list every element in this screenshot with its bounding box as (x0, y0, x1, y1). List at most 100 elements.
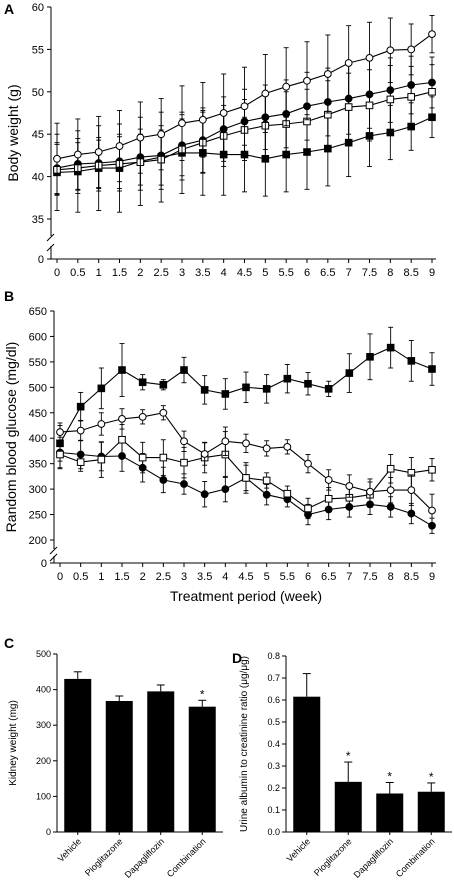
data-point (283, 374, 292, 383)
x-tick-label: 7 (346, 571, 352, 583)
y-tick-label: 0 (38, 254, 44, 266)
bar (376, 793, 404, 832)
x-tick-label: 3.5 (195, 267, 210, 279)
data-point (323, 70, 332, 78)
panel-d-letter: D (232, 650, 242, 666)
x-tick-label: 3.5 (197, 571, 212, 583)
data-point (219, 109, 228, 117)
x-tick-label: 7 (346, 267, 352, 279)
panel-c-kidney-weight-chart: 0 100 200 300 400 500 Kidney weight (mg) Vehicl… (8, 649, 223, 880)
panel-b-blood-glucose-chart: 0 200 250 300 350 400 450 500 550 600 650 0 0.5 1 1.5 2… (3, 306, 436, 604)
data-point (198, 115, 207, 124)
y-tick-label: 350 (29, 459, 47, 471)
data-point (303, 76, 311, 85)
data-point (428, 465, 436, 474)
data-point (53, 154, 61, 163)
category-label: Vehicle (285, 836, 313, 864)
y-axis-label: Urine albumin to creatinine ratio (μg/μg… (239, 656, 250, 832)
y-tick-label: 0.8 (267, 651, 280, 661)
y-tick-label: 300 (29, 484, 47, 496)
x-tick-label: 5.5 (280, 571, 295, 583)
data-point (365, 101, 374, 110)
data-point (428, 88, 436, 96)
axis-break-mark (46, 243, 55, 252)
x-tick-label: 8.5 (404, 571, 419, 583)
data-point (76, 426, 85, 435)
y-tick-label: 60 (32, 2, 44, 14)
x-tick-label: 6 (305, 571, 311, 583)
x-tick-label: 9 (429, 571, 435, 583)
data-point (366, 353, 374, 361)
bar (293, 696, 321, 832)
x-tick-label: 4.5 (237, 267, 252, 279)
data-point (262, 490, 271, 499)
data-point (180, 458, 188, 467)
significance-mark: * (429, 770, 434, 784)
x-tick-label: 5.5 (279, 267, 294, 279)
data-point (262, 385, 271, 393)
data-point (386, 343, 395, 352)
x-tick-label: 6.5 (321, 571, 336, 583)
data-point (345, 369, 354, 377)
category-label: Dapagliflozin (123, 836, 167, 880)
data-point (304, 379, 312, 388)
data-point (386, 503, 395, 511)
data-point (407, 45, 416, 54)
x-tick-label: 4.5 (238, 571, 253, 583)
y-tick-label: 0 (46, 827, 51, 837)
y-tick-label: 0.1 (267, 805, 280, 815)
category-label: Combination (165, 836, 208, 879)
data-point (262, 444, 271, 453)
data-point (386, 46, 395, 55)
y-tick-label: 55 (32, 44, 44, 56)
y-tick-label: 0.4 (267, 739, 280, 749)
y-tick-label: 0.5 (267, 717, 280, 727)
y-axis-label: Kidney weight (mg) (8, 700, 19, 786)
data-point (94, 148, 103, 156)
data-point (56, 450, 64, 459)
y-tick-label: 600 (29, 331, 47, 343)
category-label: Vehicle (56, 836, 84, 864)
y-tick-label: 35 (32, 214, 44, 226)
bar (417, 791, 445, 832)
y-tick-label: 0.7 (267, 673, 280, 683)
panel-d-albumin-ratio-chart: 0.0 0.1 0.2 0.3 0.4 0.5 0.6 0.7 0.8 Urine albumin… (239, 651, 452, 880)
x-tick-label: 2 (137, 267, 143, 279)
x-tick-label: 1 (98, 571, 104, 583)
y-tick-label: 250 (29, 510, 47, 522)
data-point (180, 366, 188, 374)
data-point (242, 474, 250, 482)
data-point (407, 93, 415, 101)
y-tick-label: 200 (29, 535, 47, 547)
data-point (138, 412, 147, 421)
y-tick-label: 300 (36, 720, 51, 730)
significance-mark: * (346, 749, 351, 763)
bar (64, 678, 92, 832)
x-tick-label: 0 (54, 267, 60, 279)
series-4 (56, 405, 436, 528)
data-point (115, 142, 124, 150)
y-tick-label: 0.2 (267, 783, 280, 793)
data-point (344, 59, 353, 67)
data-point (178, 119, 186, 128)
x-tick-label: 6 (304, 267, 310, 279)
y-tick-label: 40 (32, 172, 44, 184)
data-point (97, 384, 106, 393)
x-tick-label: 4 (222, 571, 228, 583)
x-tick-label: 6.5 (320, 267, 335, 279)
bar (334, 781, 362, 832)
category-label: Combination (394, 836, 437, 879)
data-point (282, 82, 291, 91)
data-point (407, 509, 416, 518)
significance-mark: * (387, 770, 392, 784)
data-point (366, 487, 374, 496)
bar (105, 700, 133, 832)
data-point (428, 506, 436, 515)
y-tick-label: 0.0 (267, 827, 280, 837)
data-point (324, 385, 333, 393)
data-point (344, 103, 353, 111)
x-tick-label: 7.5 (362, 571, 377, 583)
data-point (159, 380, 168, 389)
axis-break-mark (46, 233, 55, 242)
